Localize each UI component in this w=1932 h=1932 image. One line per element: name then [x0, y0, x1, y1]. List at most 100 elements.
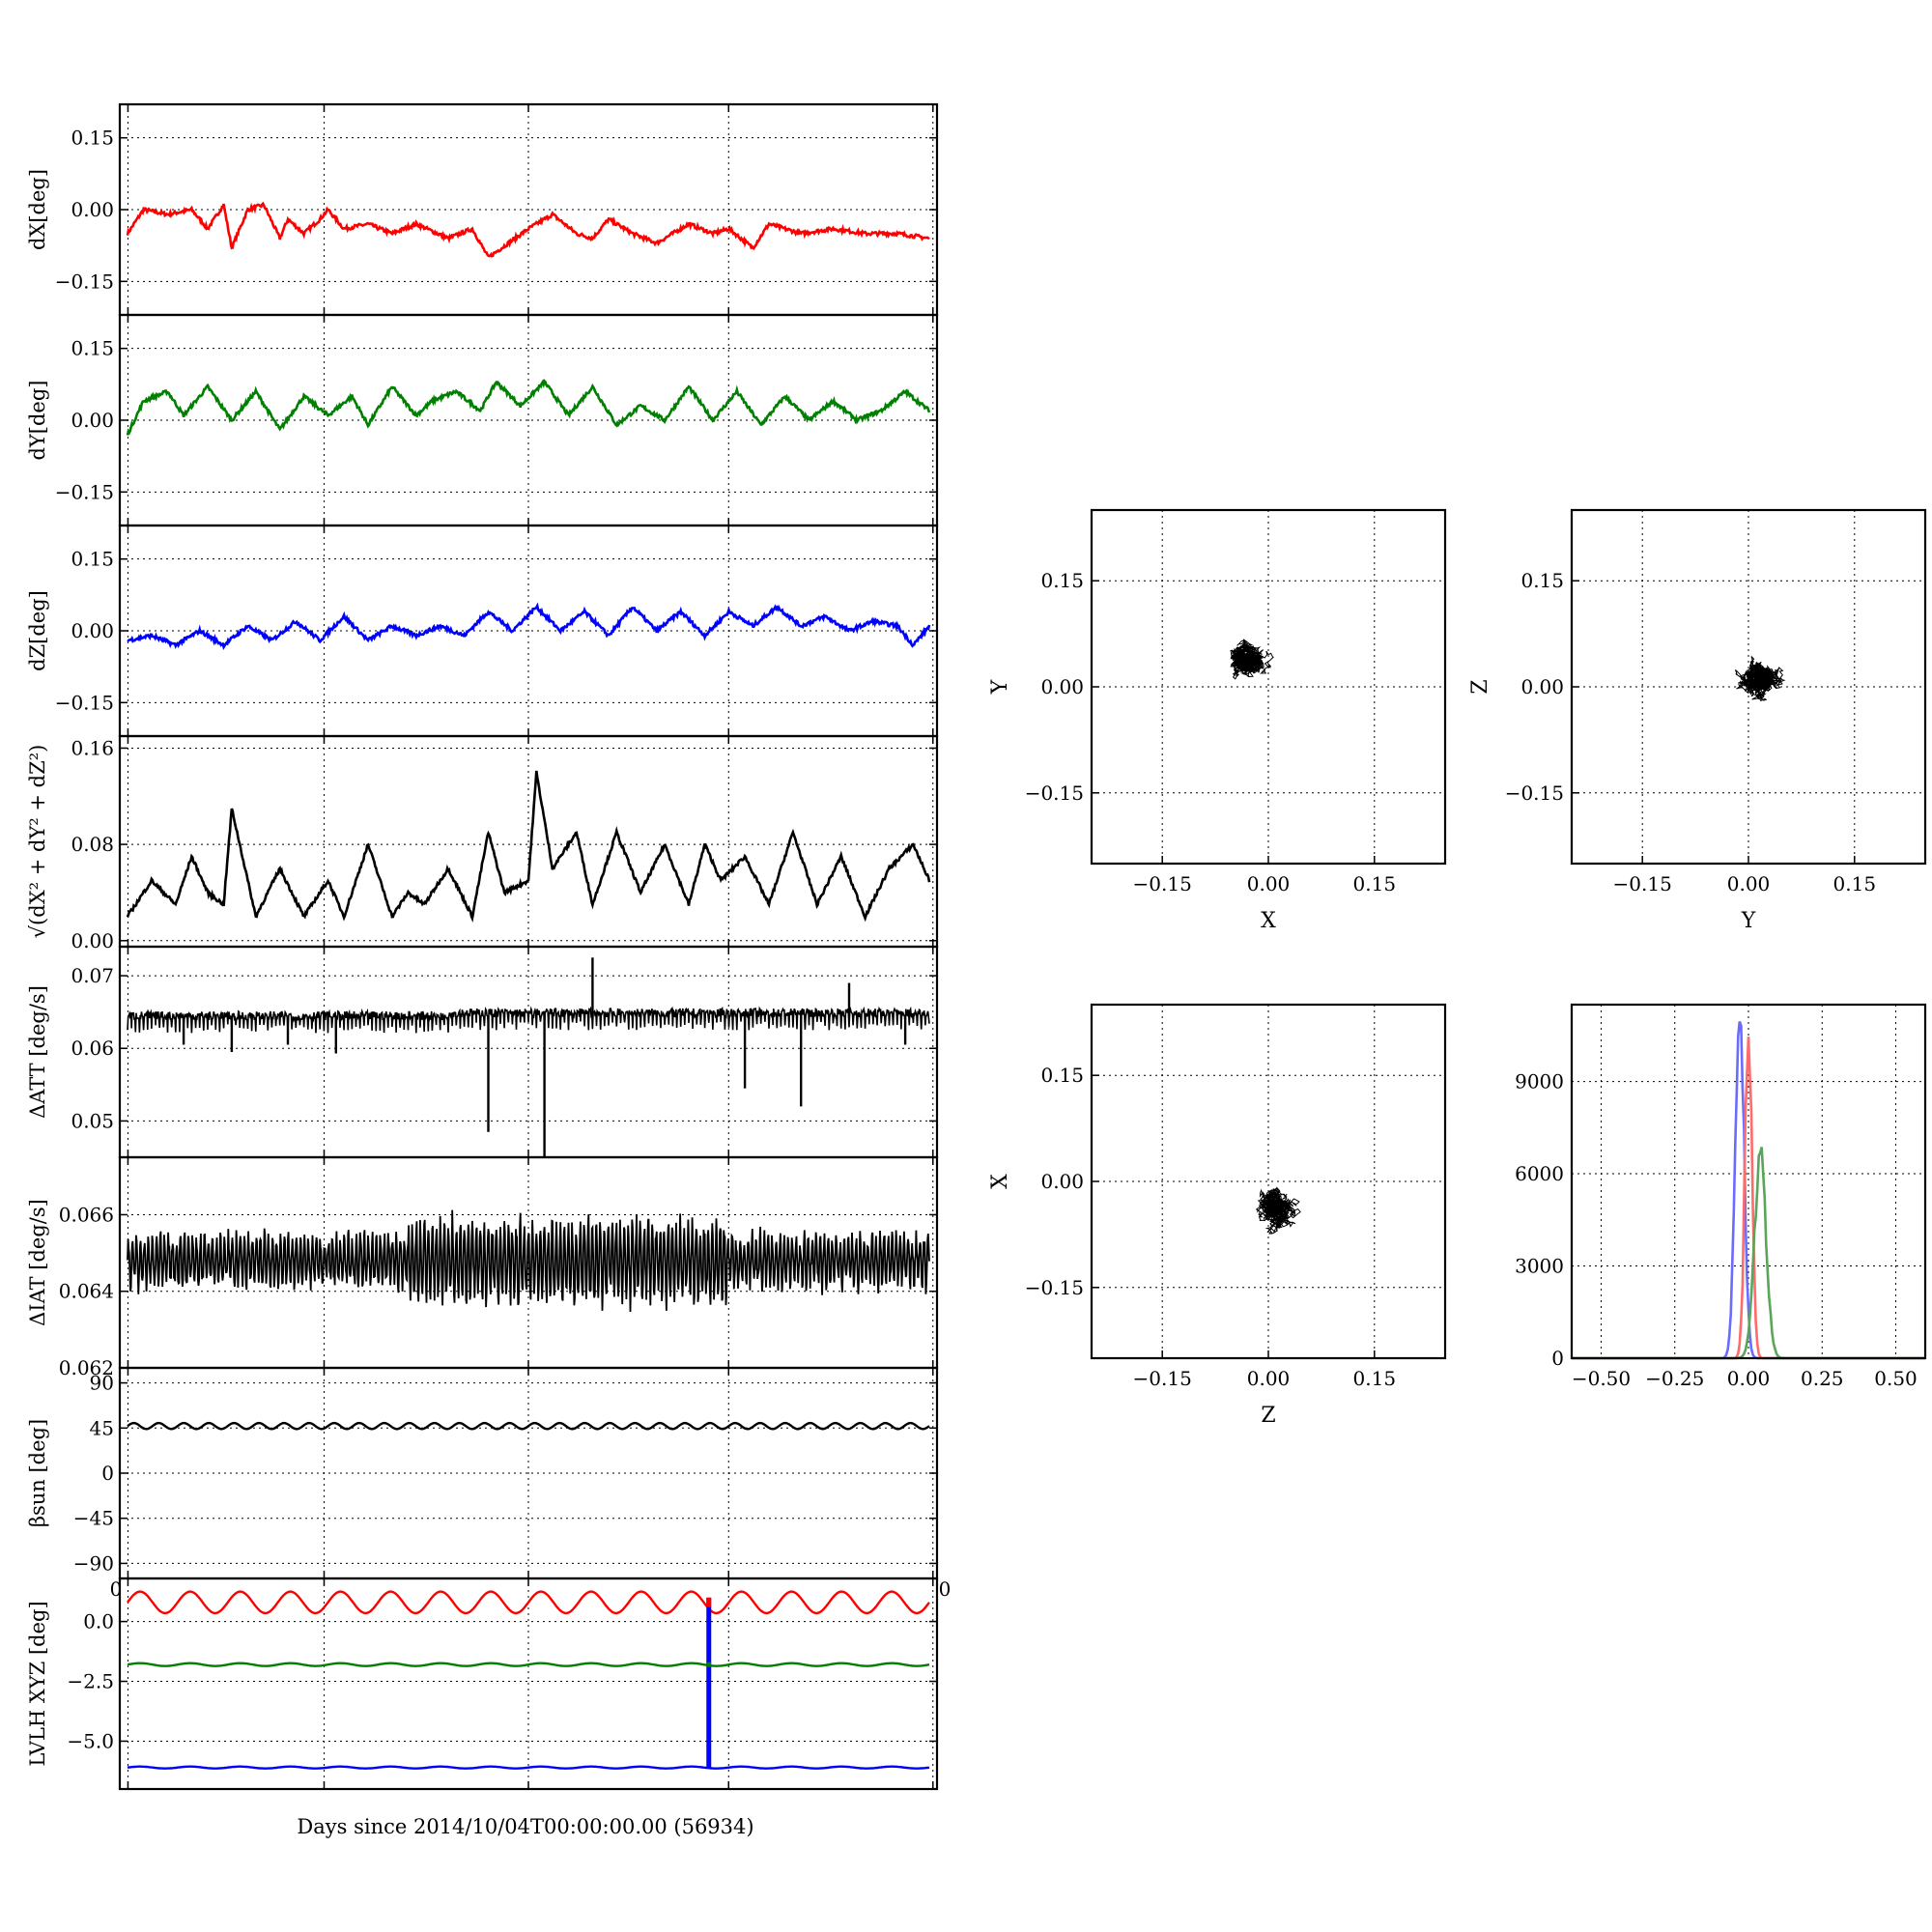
- panel-yz: −0.15 0.00 0.15 −0.15 0.00 0.15 Y Z: [1468, 508, 1927, 933]
- y-tick-label: −5.0: [67, 1729, 114, 1752]
- axes-frame: [118, 1577, 939, 1791]
- axes-frame: [1570, 508, 1927, 866]
- y-tick-label: −2.5: [67, 1670, 114, 1693]
- y-axis-label: βsun [deg]: [26, 1419, 49, 1527]
- y-tick-label: −90: [73, 1551, 114, 1575]
- y-tick-label: 0.15: [1520, 569, 1564, 592]
- axes-frame: [1570, 1003, 1927, 1360]
- x-tick-label: −0.15: [1133, 1367, 1192, 1390]
- x-axis-label: X: [1261, 909, 1276, 933]
- yz-trajectory: [1735, 656, 1786, 702]
- y-tick-label: −45: [73, 1507, 114, 1530]
- y-tick-label: 0.062: [59, 1356, 114, 1379]
- x-axis-label: Days since 2014/10/04T00:00:00.00 (56934…: [297, 1815, 753, 1838]
- y-tick-label: −0.15: [55, 480, 114, 503]
- y-tick-label: 3000: [1515, 1255, 1564, 1278]
- x-tick-label: 0.15: [1833, 872, 1877, 895]
- panel-datt: 0.05 0.06 0.07 ΔATT [deg/s]: [26, 945, 939, 1159]
- plots-layer: −0.150.000.15dX[deg]−0.150.000.15dY[deg]…: [26, 102, 1927, 1791]
- beta-series-line: [127, 1421, 930, 1431]
- zx-trajectory: [1256, 1186, 1301, 1235]
- lvlh-series-line: [127, 1590, 930, 1615]
- panel-diat: 0.062 0.064 0.066 ΔIAT [deg/s]: [26, 1155, 939, 1379]
- x-tick-label: 0.50: [1874, 1367, 1918, 1390]
- y-axis-label: ΔATT [deg/s]: [26, 985, 49, 1119]
- diat-series-line: [127, 1209, 930, 1313]
- axes-frame: [1090, 1003, 1447, 1360]
- y-tick-label: 0.00: [71, 198, 114, 221]
- y-tick-label: −0.15: [1025, 1276, 1084, 1299]
- y-axis-label: X: [988, 1174, 1012, 1189]
- x-tick-label: −0.25: [1645, 1367, 1704, 1390]
- y-axis-label: dX[deg]: [26, 169, 49, 250]
- y-tick-label: 0.15: [1040, 1064, 1084, 1087]
- y-tick-label: 0.00: [1040, 675, 1084, 698]
- y-tick-label: 0: [101, 1462, 114, 1485]
- y-tick-label: 0.00: [71, 409, 114, 432]
- y-tick-label: −0.15: [55, 691, 114, 714]
- mag-series-line: [126, 770, 931, 923]
- y-tick-label: 0.15: [71, 548, 114, 571]
- y-axis-label: √(dX² + dY² + dZ²): [26, 745, 49, 939]
- y-tick-label: 0.08: [71, 833, 114, 856]
- y-tick-label: 6000: [1515, 1162, 1564, 1185]
- y-tick-label: 0.00: [71, 929, 114, 952]
- panel-dy: −0.15 0.00 0.15 dY[deg]: [26, 313, 939, 527]
- panel-dx: −0.15 0.00 0.15 dX[deg]: [26, 102, 939, 317]
- y-tick-label: 0.00: [71, 619, 114, 642]
- y-axis-label: dZ[deg]: [26, 590, 49, 671]
- x-tick-label: 0.00: [1247, 872, 1291, 895]
- y-tick-label: 0.0: [83, 1610, 114, 1634]
- y-tick-label: 0.064: [59, 1280, 114, 1303]
- y-tick-label: 45: [90, 1416, 114, 1439]
- x-tick-label: 0.15: [1353, 872, 1397, 895]
- x-tick-label: −0.50: [1572, 1367, 1631, 1390]
- lvlh-series-line: [127, 1662, 930, 1667]
- dz-series-line: [127, 602, 931, 650]
- y-tick-label: 0.07: [71, 964, 114, 987]
- datt-series-line: [127, 1006, 930, 1034]
- y-tick-label: 0.15: [71, 127, 114, 150]
- x-tick-label: −0.15: [1613, 872, 1672, 895]
- x-tick-label: 0: [939, 1577, 952, 1601]
- panel-hist: −0.50 −0.25 0.00 0.25 0.50 0 3000 6000 9000: [1515, 1003, 1927, 1390]
- y-tick-label: 0: [1551, 1347, 1564, 1370]
- panel-dz: −0.15 0.00 0.15 dZ[deg]: [26, 524, 939, 738]
- panel-mag: 0.00 0.08 0.16 √(dX² + dY² + dZ²): [26, 734, 939, 952]
- x-tick-label: −0.15: [1133, 872, 1192, 895]
- panel-lvlh: −5.0 −2.5 0.0 LVLH XYZ [deg]: [26, 1577, 939, 1791]
- y-tick-label: 0.00: [1520, 675, 1564, 698]
- x-tick-label: 0.00: [1727, 872, 1771, 895]
- x-tick-label: 0.00: [1727, 1367, 1771, 1390]
- x-tick-label: 0.15: [1353, 1367, 1397, 1390]
- y-axis-label: Z: [1468, 679, 1492, 694]
- xy-trajectory: [1230, 639, 1274, 680]
- y-tick-label: 0.15: [1040, 569, 1084, 592]
- y-tick-label: −0.15: [1505, 781, 1564, 805]
- x-tick-label: 0.25: [1801, 1367, 1844, 1390]
- y-tick-label: 0.16: [71, 736, 114, 759]
- x-axis-label: Y: [1741, 909, 1756, 933]
- y-tick-label: 0.06: [71, 1037, 114, 1060]
- y-axis-label: dY[deg]: [26, 380, 49, 460]
- dx-series-line: [126, 201, 930, 258]
- y-tick-label: 90: [90, 1372, 114, 1395]
- lvlh-series-line: [127, 1765, 930, 1770]
- y-tick-label: 0.00: [1040, 1170, 1084, 1193]
- x-tick-label: 0.00: [1247, 1367, 1291, 1390]
- x-axis-label: Z: [1261, 1404, 1275, 1428]
- hist-series: [1572, 1021, 1925, 1360]
- panel-zx: −0.15 0.00 0.15 −0.15 0.00 0.15 Z X: [988, 1003, 1447, 1428]
- y-axis-label: LVLH XYZ [deg]: [26, 1601, 49, 1766]
- y-tick-label: 0.15: [71, 337, 114, 360]
- dy-series-line: [126, 378, 931, 436]
- y-tick-label: 0.05: [71, 1109, 114, 1132]
- y-tick-label: −0.15: [1025, 781, 1084, 805]
- axes-frame: [1090, 508, 1447, 866]
- y-tick-label: 9000: [1515, 1070, 1564, 1094]
- y-tick-label: −0.15: [55, 270, 114, 293]
- y-tick-label: 0.066: [59, 1203, 114, 1226]
- y-axis-label: ΔIAT [deg/s]: [26, 1199, 49, 1326]
